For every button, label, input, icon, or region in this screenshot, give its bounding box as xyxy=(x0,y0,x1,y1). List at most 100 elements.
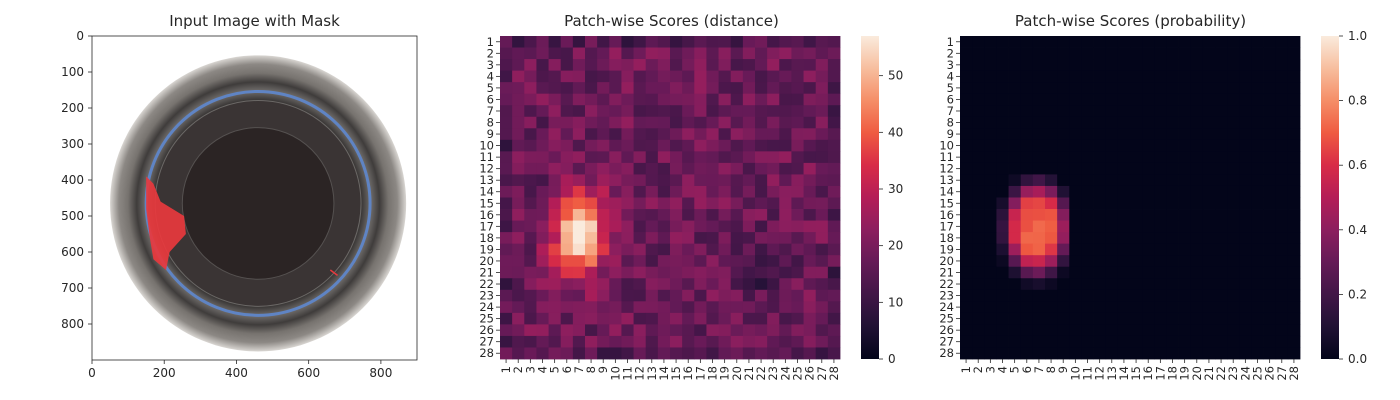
heatmap-cell xyxy=(645,139,659,152)
heatmap-cell xyxy=(1008,47,1022,60)
heatmap-cell xyxy=(996,197,1009,210)
heatmap-cell xyxy=(1275,232,1289,245)
heatmap-cell xyxy=(1166,255,1179,268)
heatmap-cell xyxy=(1239,209,1252,221)
y-tick-label: 24 xyxy=(939,300,954,314)
heatmap-cell xyxy=(706,232,719,245)
heatmap-cell xyxy=(657,36,671,48)
heatmap-cell xyxy=(1227,255,1240,268)
heatmap-cell xyxy=(730,47,744,60)
heatmap-cell xyxy=(597,93,610,106)
heatmap-cell xyxy=(585,105,598,118)
heatmap-cell xyxy=(1057,255,1070,268)
heatmap-cell xyxy=(1251,128,1264,141)
heatmap-cell xyxy=(500,197,513,210)
heatmap-cell xyxy=(1178,59,1192,72)
heatmap-cell xyxy=(670,139,683,152)
y-tick-label: 12 xyxy=(479,162,494,176)
heatmap-cell xyxy=(803,162,817,175)
heatmap-cell xyxy=(500,220,513,233)
heatmap-cell xyxy=(1081,324,1094,337)
heatmap-cell xyxy=(1190,289,1204,302)
heatmap-cell xyxy=(536,324,549,337)
heatmap-cell xyxy=(1275,59,1289,72)
heatmap-cell xyxy=(996,47,1009,60)
heatmap-cell xyxy=(779,232,792,245)
heatmap-cell xyxy=(1057,105,1070,118)
heatmap-cell xyxy=(1032,162,1046,175)
heatmap-cell xyxy=(1069,289,1082,302)
heatmap-cell xyxy=(621,209,634,221)
heatmap-cell xyxy=(1166,312,1179,325)
heatmap-cell xyxy=(803,174,817,187)
heatmap-cell xyxy=(1105,289,1119,302)
heatmap-cell xyxy=(1057,278,1070,291)
heatmap-cell xyxy=(585,289,598,302)
heatmap-cell xyxy=(500,116,513,129)
heatmap-cell xyxy=(682,278,695,291)
heatmap-cell xyxy=(1275,278,1289,291)
heatmap-cell xyxy=(755,139,768,152)
heatmap-cell xyxy=(1142,185,1155,198)
y-tick-label: 7 xyxy=(947,104,954,118)
heatmap-cell xyxy=(1117,139,1131,152)
heatmap-cell xyxy=(1045,220,1058,233)
heatmap-cell xyxy=(960,347,973,360)
heatmap-cell xyxy=(996,324,1009,337)
heatmap-cell xyxy=(585,347,598,360)
heatmap-cell xyxy=(1008,324,1022,337)
heatmap-cell xyxy=(1045,278,1058,291)
heatmap-cell xyxy=(657,93,671,106)
heatmap-cell xyxy=(657,301,671,314)
heatmap-cell xyxy=(1154,312,1167,325)
colorbar-tick-label: 40 xyxy=(888,125,903,139)
heatmap-cell xyxy=(1251,243,1264,256)
heatmap-cell xyxy=(1020,209,1034,221)
heatmap-cell xyxy=(767,301,780,314)
heatmap-cell xyxy=(1045,255,1058,268)
heatmap-cell xyxy=(621,347,634,360)
y-tick-label: 6 xyxy=(947,92,954,106)
heatmap-cell xyxy=(1057,347,1070,360)
heatmap-cell xyxy=(670,128,683,141)
heatmap-cell xyxy=(984,139,997,152)
heatmap-cell xyxy=(633,128,647,141)
heatmap-cell xyxy=(1117,197,1131,210)
heatmap-cell xyxy=(803,278,817,291)
heatmap-cell xyxy=(791,312,804,325)
heatmap-cell xyxy=(500,162,513,175)
heatmap-cell xyxy=(718,116,732,129)
heatmap-cell xyxy=(1081,128,1094,141)
heatmap-cell xyxy=(1093,151,1107,164)
heatmap-cell xyxy=(1020,220,1034,233)
distance-heatmap-y-axis: 1234567891011121314151617181920212223242… xyxy=(479,35,500,360)
heatmap-cell xyxy=(1117,93,1131,106)
heatmap-cell xyxy=(984,324,997,337)
heatmap-cell xyxy=(779,289,792,302)
heatmap-cell xyxy=(1032,47,1046,60)
heatmap-cell xyxy=(633,36,647,48)
heatmap-cell xyxy=(1130,70,1143,83)
heatmap-cell xyxy=(718,105,732,118)
heatmap-cell xyxy=(670,151,683,164)
heatmap-cell xyxy=(645,278,659,291)
heatmap-cell xyxy=(1020,301,1034,314)
heatmap-cell xyxy=(621,289,634,302)
heatmap-cell xyxy=(718,36,732,48)
heatmap-cell xyxy=(609,105,622,118)
heatmap-cell xyxy=(815,105,829,118)
heatmap-cell xyxy=(1215,36,1228,48)
x-tick-label: 11 xyxy=(1081,366,1095,381)
heatmap-cell xyxy=(1178,174,1192,187)
heatmap-cell xyxy=(960,162,973,175)
heatmap-cell xyxy=(585,301,598,314)
heatmap-cell xyxy=(1032,36,1046,48)
heatmap-cell xyxy=(657,116,671,129)
heatmap-cell xyxy=(718,278,732,291)
heatmap-cell xyxy=(791,139,804,152)
heatmap-cell xyxy=(827,243,841,256)
heatmap-cell xyxy=(536,335,549,348)
heatmap-cell xyxy=(536,266,549,279)
heatmap-cell xyxy=(1093,335,1107,348)
heatmap-cell xyxy=(1117,70,1131,83)
